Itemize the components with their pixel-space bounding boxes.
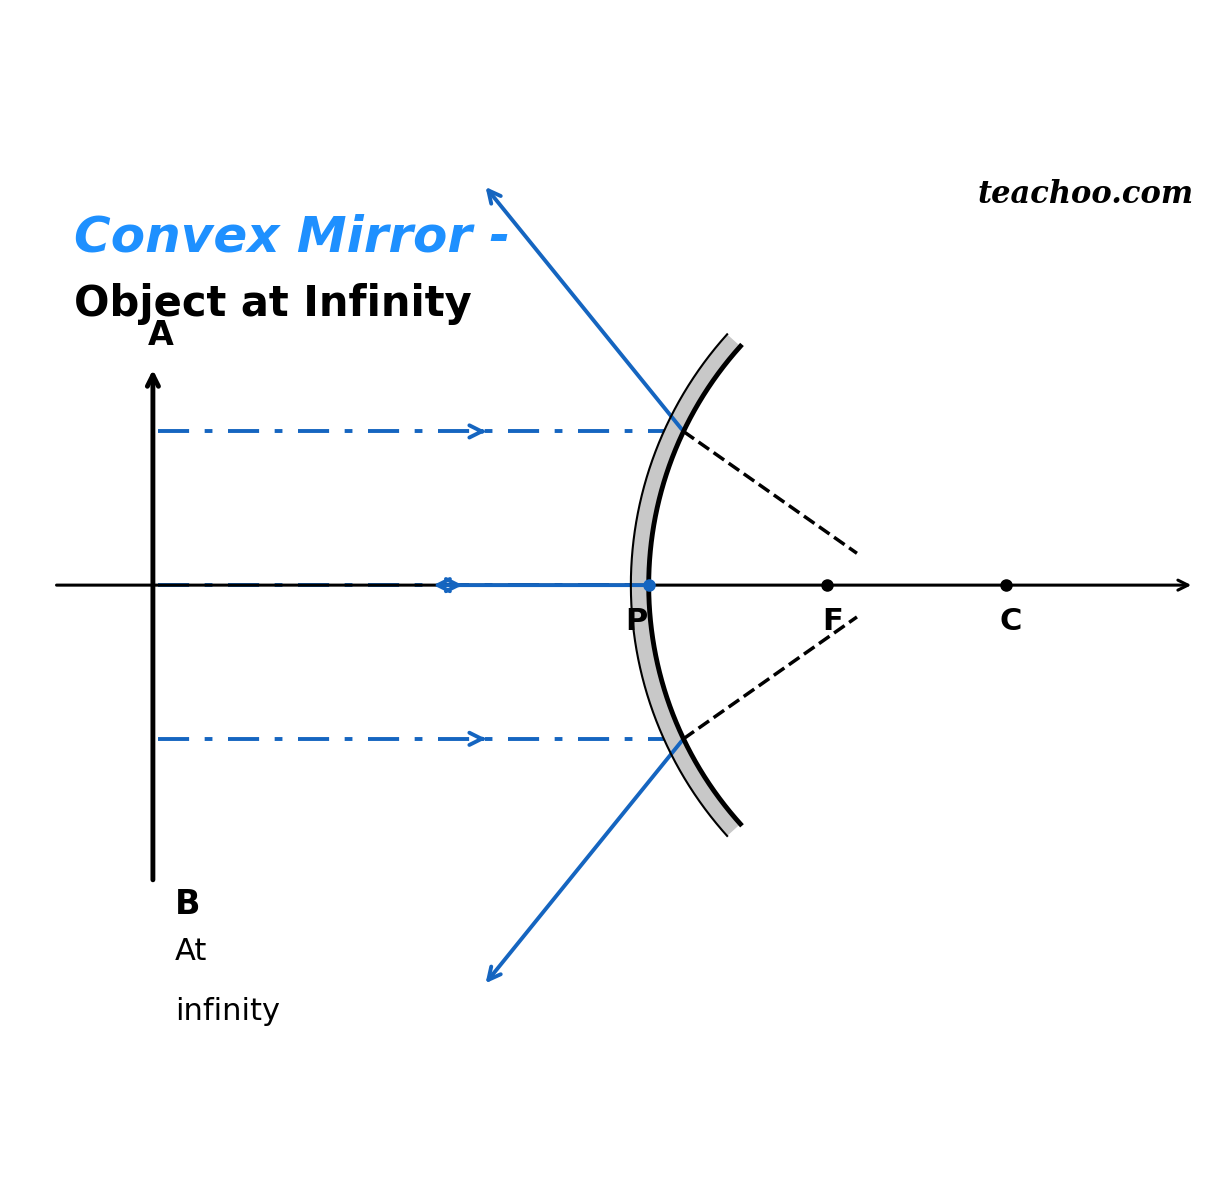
Text: teachoo.com: teachoo.com bbox=[977, 179, 1194, 210]
Text: A: A bbox=[147, 319, 174, 352]
Text: F: F bbox=[822, 607, 842, 636]
Text: infinity: infinity bbox=[174, 997, 280, 1026]
Text: C: C bbox=[1000, 607, 1022, 636]
Text: At: At bbox=[174, 937, 208, 966]
Text: Convex Mirror -: Convex Mirror - bbox=[74, 214, 510, 262]
Text: B: B bbox=[174, 888, 200, 920]
Polygon shape bbox=[631, 335, 740, 836]
Text: P: P bbox=[626, 607, 648, 636]
Text: Object at Infinity: Object at Infinity bbox=[74, 283, 472, 325]
